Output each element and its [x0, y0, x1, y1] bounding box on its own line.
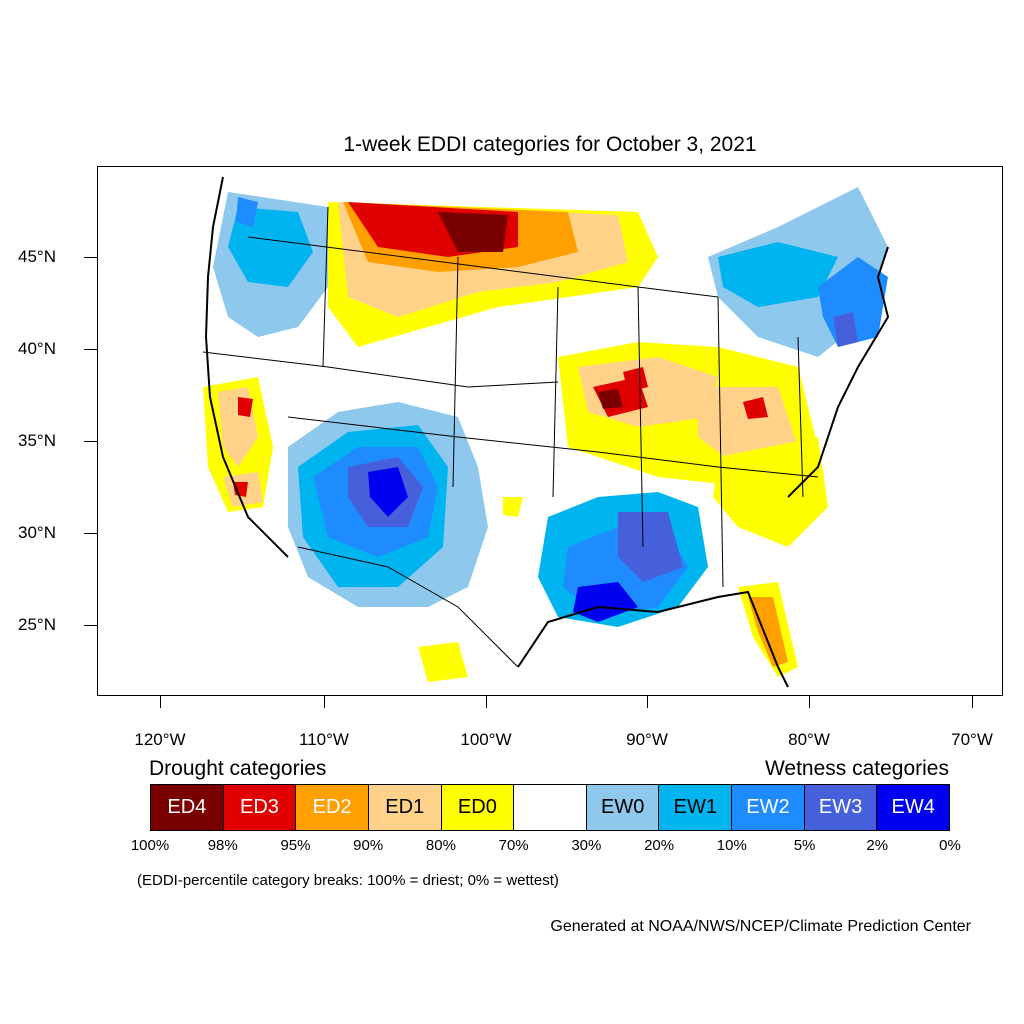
lat-label-30: 30°N [18, 523, 56, 542]
lat-tick-30 [84, 533, 97, 534]
dry-regions [203, 202, 828, 682]
lon-tick-90 [647, 696, 648, 708]
eddi-map [97, 166, 1003, 696]
legend-box-ed2: ED2 [296, 785, 369, 830]
map-title: 1-week EDDI categories for October 3, 20… [343, 133, 757, 156]
lat-tick-25 [84, 625, 97, 626]
lon-label-100: 100°W [460, 730, 512, 749]
percentile-break: 0% [939, 837, 961, 854]
lat-label-25: 25°N [18, 615, 56, 634]
lon-tick-120 [160, 696, 161, 708]
lat-tick-35 [84, 441, 97, 442]
percentile-break: 2% [866, 837, 889, 854]
lon-label-70: 70°W [951, 730, 993, 749]
lat-tick-40 [84, 349, 97, 350]
lon-tick-110 [324, 696, 325, 708]
percentile-break: 70% [498, 837, 529, 854]
category-legend: ED4 ED3 ED2 ED1 ED0 EW0 EW1 EW2 EW3 EW4 [150, 784, 950, 831]
lat-label-40: 40°N [18, 339, 56, 358]
legend-box-ew1: EW1 [659, 785, 733, 830]
coastline [204, 176, 890, 688]
category-note: (EDDI-percentile category breaks: 100% =… [137, 872, 559, 889]
lat-label-35: 35°N [18, 431, 56, 450]
lon-tick-70 [972, 696, 973, 708]
map-canvas [202, 176, 890, 688]
percentile-break: 80% [425, 837, 456, 854]
percentile-break: 5% [793, 837, 816, 854]
lon-label-90: 90°W [626, 730, 668, 749]
legend-box-ed1: ED1 [368, 785, 442, 830]
lat-label-45: 45°N [18, 247, 56, 266]
legend-box-ed0: ED0 [441, 785, 515, 830]
percentile-break: 100% [130, 837, 170, 854]
legend-box-ew4: EW4 [877, 785, 950, 830]
legend-box-ed4: ED4 [151, 785, 224, 830]
lon-tick-80 [809, 696, 810, 708]
lon-label-110: 110°W [299, 730, 349, 749]
percentile-break: 30% [571, 837, 602, 854]
legend-box-ew2: EW2 [732, 785, 805, 830]
percentile-break: 98% [207, 837, 238, 854]
lon-tick-100 [486, 696, 487, 708]
wetness-categories-heading: Wetness categories [764, 757, 949, 780]
boundaries [202, 206, 819, 668]
lat-tick-45 [84, 257, 97, 258]
percentile-break: 20% [644, 837, 675, 854]
percentile-break: 95% [280, 837, 311, 854]
drought-categories-heading: Drought categories [149, 757, 327, 780]
percentile-break: 90% [353, 837, 384, 854]
lon-label-120: 120°W [134, 730, 186, 749]
legend-box-neutral [514, 785, 587, 830]
wet-regions [213, 187, 888, 627]
credit-text: Generated at NOAA/NWS/NCEP/Climate Predi… [550, 918, 971, 935]
legend-box-ew0: EW0 [586, 785, 660, 830]
legend-box-ew3: EW3 [804, 785, 878, 830]
lon-label-80: 80°W [788, 730, 830, 749]
percentile-break: 10% [716, 837, 747, 854]
legend-box-ed3: ED3 [223, 785, 297, 830]
